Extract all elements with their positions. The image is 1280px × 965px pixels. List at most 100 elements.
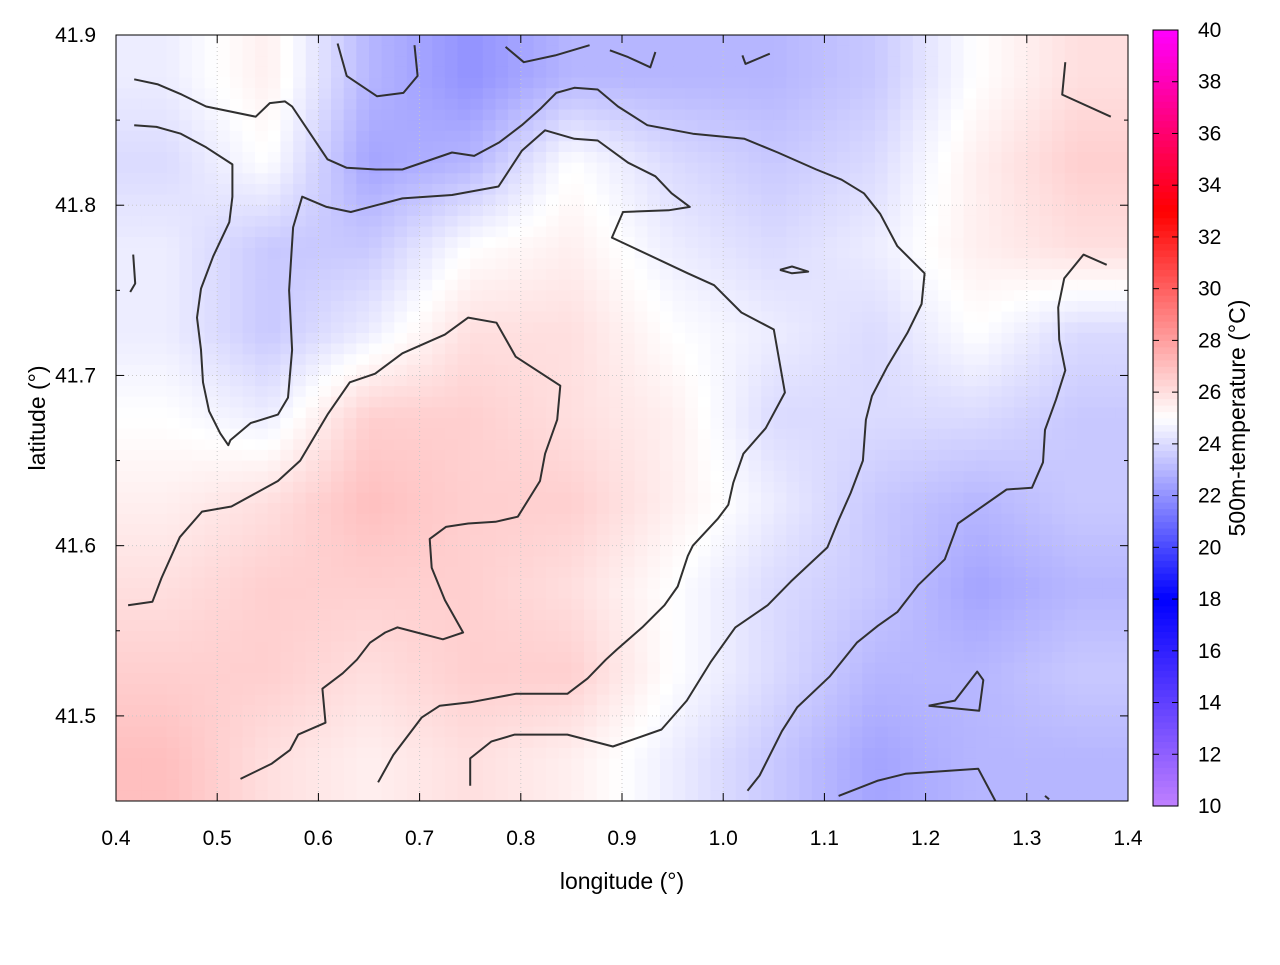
heatmap-cell bbox=[887, 460, 901, 472]
heatmap-cell bbox=[381, 364, 395, 376]
heatmap-cell bbox=[735, 109, 749, 121]
heatmap-cell bbox=[154, 88, 168, 100]
heatmap-cell bbox=[1014, 556, 1028, 568]
heatmap-cell bbox=[710, 205, 724, 217]
heatmap-cell bbox=[508, 492, 522, 504]
heatmap-cell bbox=[141, 428, 155, 440]
heatmap-cell bbox=[204, 375, 218, 387]
heatmap-cell bbox=[331, 173, 345, 185]
heatmap-cell bbox=[609, 609, 623, 621]
heatmap-cell bbox=[900, 513, 914, 525]
heatmap-cell bbox=[887, 45, 901, 57]
heatmap-cell bbox=[1077, 88, 1091, 100]
heatmap-cell bbox=[280, 386, 294, 398]
heatmap-cell bbox=[976, 449, 990, 462]
heatmap-cell bbox=[470, 322, 484, 334]
heatmap-cell bbox=[862, 471, 876, 483]
heatmap-cell bbox=[900, 492, 914, 504]
heatmap-cell bbox=[723, 66, 737, 79]
heatmap-cell bbox=[735, 492, 749, 504]
heatmap-cell bbox=[381, 226, 395, 238]
heatmap-cell bbox=[343, 535, 357, 547]
heatmap-cell bbox=[470, 556, 484, 568]
heatmap-cell bbox=[318, 684, 332, 696]
heatmap-cell bbox=[495, 258, 509, 270]
heatmap-cell bbox=[217, 641, 231, 653]
heatmap-cell bbox=[280, 183, 294, 196]
heatmap-cell bbox=[773, 205, 787, 217]
heatmap-cell bbox=[799, 332, 813, 345]
heatmap-cell bbox=[925, 205, 939, 217]
heatmap-cell bbox=[862, 247, 876, 259]
heatmap-cell bbox=[255, 56, 269, 68]
heatmap-cell bbox=[596, 290, 610, 302]
heatmap-cell bbox=[457, 215, 471, 228]
heatmap-cell bbox=[710, 194, 724, 206]
heatmap-cell bbox=[571, 524, 585, 536]
heatmap-cell bbox=[457, 354, 471, 366]
heatmap-cell bbox=[571, 471, 585, 483]
heatmap-cell bbox=[242, 247, 256, 259]
heatmap-cell bbox=[875, 556, 889, 568]
heatmap-cell bbox=[596, 162, 610, 174]
heatmap-cell bbox=[204, 183, 218, 196]
heatmap-cell bbox=[761, 45, 775, 57]
heatmap-cell bbox=[862, 524, 876, 536]
heatmap-cell bbox=[508, 630, 522, 642]
heatmap-cell bbox=[533, 492, 547, 504]
heatmap-cell bbox=[925, 471, 939, 483]
heatmap-cell bbox=[331, 120, 345, 132]
heatmap-cell bbox=[1102, 641, 1116, 653]
heatmap-cell bbox=[305, 641, 319, 653]
heatmap-cell bbox=[571, 152, 585, 164]
heatmap-cell bbox=[495, 662, 509, 674]
heatmap-cell bbox=[723, 598, 737, 611]
heatmap-cell bbox=[1077, 375, 1091, 387]
heatmap-cell bbox=[735, 588, 749, 600]
heatmap-cell bbox=[837, 279, 851, 291]
heatmap-cell bbox=[217, 290, 231, 302]
heatmap-cell bbox=[356, 630, 370, 642]
heatmap-cell bbox=[280, 535, 294, 547]
heatmap-cell bbox=[558, 673, 572, 685]
heatmap-cell bbox=[609, 503, 623, 515]
heatmap-cell bbox=[1026, 162, 1041, 174]
heatmap-cell bbox=[1001, 354, 1015, 366]
heatmap-cell bbox=[950, 492, 965, 504]
heatmap-cell bbox=[685, 311, 699, 323]
heatmap-cell bbox=[166, 152, 180, 164]
heatmap-cell bbox=[925, 343, 939, 355]
heatmap-cell bbox=[305, 205, 319, 217]
heatmap-cell bbox=[343, 364, 357, 376]
heatmap-cell bbox=[799, 375, 813, 387]
heatmap-cell bbox=[1052, 364, 1066, 376]
heatmap-cell bbox=[963, 130, 977, 142]
heatmap-cell bbox=[697, 652, 712, 664]
heatmap-cell bbox=[255, 598, 269, 611]
heatmap-cell bbox=[1077, 311, 1091, 323]
heatmap-cell bbox=[988, 311, 1002, 323]
heatmap-cell bbox=[824, 290, 838, 302]
heatmap-cell bbox=[318, 301, 332, 313]
heatmap-cell bbox=[849, 386, 863, 398]
heatmap-cell bbox=[786, 588, 800, 600]
heatmap-cell bbox=[191, 88, 206, 100]
heatmap-cell bbox=[242, 630, 256, 642]
heatmap-cell bbox=[622, 162, 636, 174]
heatmap-cell bbox=[849, 141, 863, 153]
heatmap-cell bbox=[204, 194, 218, 206]
heatmap-cell bbox=[470, 141, 484, 153]
heatmap-cell bbox=[1014, 481, 1028, 493]
heatmap-cell bbox=[1026, 364, 1041, 376]
heatmap-cell bbox=[963, 556, 977, 568]
heatmap-cell bbox=[318, 535, 332, 547]
heatmap-cell bbox=[444, 290, 459, 302]
heatmap-cell bbox=[697, 588, 712, 600]
heatmap-cell bbox=[1102, 471, 1116, 483]
heatmap-cell bbox=[128, 609, 142, 621]
heatmap-cell bbox=[609, 152, 623, 164]
heatmap-cell bbox=[229, 630, 244, 642]
heatmap-cell bbox=[622, 566, 636, 579]
heatmap-cell bbox=[255, 66, 269, 79]
heatmap-cell bbox=[584, 311, 598, 323]
